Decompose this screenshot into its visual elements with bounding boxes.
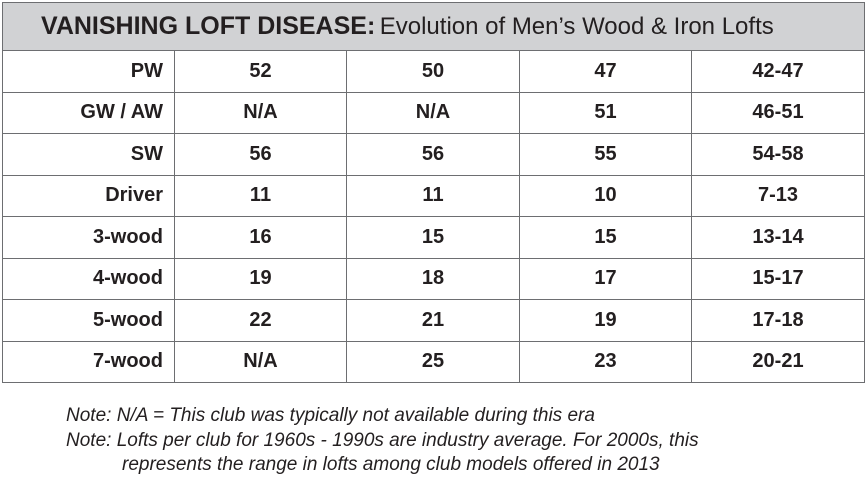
notes-section: Note: N/A = This club was typically not …	[66, 404, 699, 478]
loft-cell: 47	[519, 50, 692, 93]
loft-cell: 18	[346, 257, 520, 300]
loft-cell: 56	[174, 133, 347, 176]
loft-cell: 15	[519, 216, 692, 259]
table-row: Driver 11 11 10 7-13	[2, 174, 866, 217]
loft-table-container: VANISHING LOFT DISEASE: Evolution of Men…	[1, 2, 866, 383]
loft-cell: 11	[174, 174, 347, 217]
loft-cell: N/A	[346, 91, 520, 134]
note-range-continuation: represents the range in lofts among club…	[122, 454, 660, 475]
loft-cell: N/A	[174, 340, 347, 383]
loft-cell: 46-51	[690, 91, 866, 134]
loft-cell: 52	[174, 50, 347, 93]
loft-cell: 17-18	[690, 299, 866, 342]
loft-cell: 15	[346, 216, 520, 259]
loft-cell: 51	[519, 91, 692, 134]
loft-cell: 10	[519, 174, 692, 217]
loft-cell: 55	[519, 133, 692, 176]
title-bold-text: VANISHING LOFT DISEASE:	[41, 12, 376, 40]
loft-cell: 19	[519, 299, 692, 342]
table-title: VANISHING LOFT DISEASE: Evolution of Men…	[1, 2, 866, 51]
loft-cell: 42-47	[690, 50, 866, 93]
club-name-cell: PW	[2, 50, 175, 93]
loft-cell: 19	[174, 257, 347, 300]
table-row: 7-wood N/A 25 23 20-21	[2, 340, 866, 383]
table-row: 5-wood 22 21 19 17-18	[2, 299, 866, 342]
table-row: PW 52 50 47 42-47	[2, 50, 866, 93]
loft-cell: 17	[519, 257, 692, 300]
note-industry-average: Note: Lofts per club for 1960s - 1990s a…	[66, 429, 699, 451]
club-name-cell: Driver	[2, 174, 175, 217]
club-name-cell: 5-wood	[2, 299, 175, 342]
loft-cell: N/A	[174, 91, 347, 134]
loft-cell: 20-21	[690, 340, 866, 383]
loft-cell: 7-13	[690, 174, 866, 217]
club-name-cell: 7-wood	[2, 340, 175, 383]
loft-cell: 13-14	[690, 216, 866, 259]
table-row: GW / AW N/A N/A 51 46-51	[2, 91, 866, 134]
loft-cell: 25	[346, 340, 520, 383]
table-row: SW 56 56 55 54-58	[2, 133, 866, 176]
title-row: VANISHING LOFT DISEASE: Evolution of Men…	[1, 2, 866, 51]
note-na-definition: Note: N/A = This club was typically not …	[66, 405, 595, 426]
loft-cell: 11	[346, 174, 520, 217]
table-row: 3-wood 16 15 15 13-14	[2, 216, 866, 259]
loft-cell: 15-17	[690, 257, 866, 300]
club-name-cell: SW	[2, 133, 175, 176]
loft-cell: 23	[519, 340, 692, 383]
club-name-cell: 4-wood	[2, 257, 175, 300]
loft-cell: 22	[174, 299, 347, 342]
loft-cell: 21	[346, 299, 520, 342]
loft-cell: 16	[174, 216, 347, 259]
loft-cell: 50	[346, 50, 520, 93]
title-subtitle-text: Evolution of Men’s Wood & Iron Lofts	[379, 13, 774, 40]
table-row: 4-wood 19 18 17 15-17	[2, 257, 866, 300]
club-name-cell: GW / AW	[2, 91, 175, 134]
loft-cell: 56	[346, 133, 520, 176]
loft-cell: 54-58	[690, 133, 866, 176]
loft-table: VANISHING LOFT DISEASE: Evolution of Men…	[1, 2, 866, 383]
club-name-cell: 3-wood	[2, 216, 175, 259]
